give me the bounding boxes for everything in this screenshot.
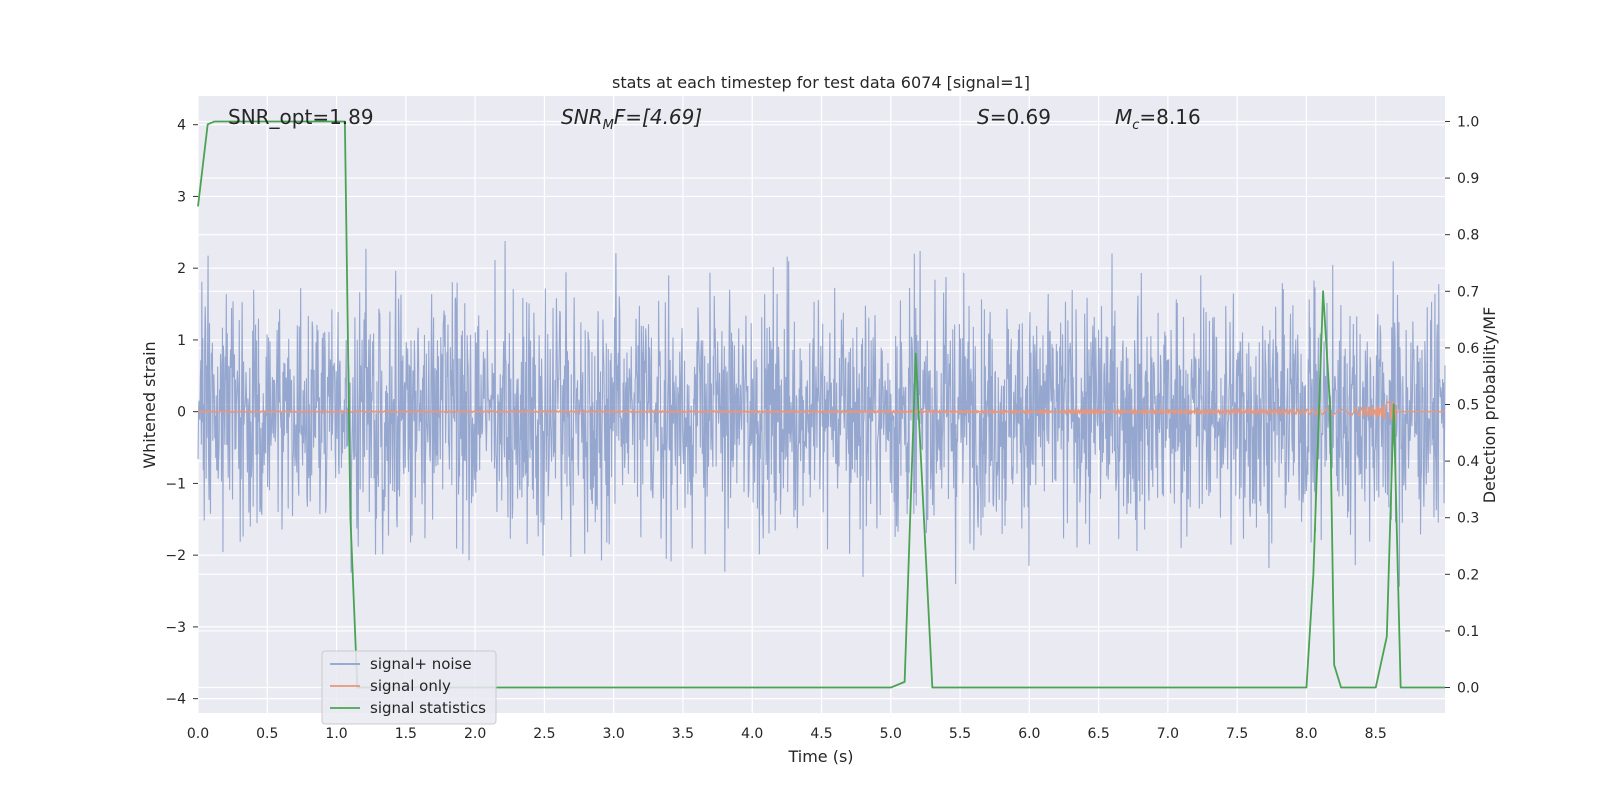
legend: signal+ noise signal only signal statist… (321, 650, 497, 725)
noise-line (197, 240, 1446, 587)
x-tick-label: 1.5 (395, 726, 417, 742)
y-tick-label-left: 1 (177, 333, 186, 349)
y-tick-label-left: 4 (177, 118, 186, 134)
y-axis-label-right: Detection probability/MF (1480, 307, 1499, 504)
x-tick-label: 5.5 (949, 726, 971, 742)
series-signal-statistics (197, 120, 1445, 689)
y-tick-label-left: −1 (165, 476, 186, 492)
x-tick-label: 4.5 (810, 726, 832, 742)
annotation-s: S=0.69 (977, 105, 1051, 129)
x-tick-label: 3.5 (672, 726, 694, 742)
x-tick-label: 2.0 (464, 726, 486, 742)
x-tick-label: 7.5 (1226, 726, 1248, 742)
y-tick-label-right: 0.8 (1457, 228, 1479, 244)
y-tick-label-right: 0.6 (1457, 341, 1479, 357)
y-axis-label-left: Whitened strain (140, 341, 159, 468)
y-tick-label-right: 0.7 (1457, 284, 1479, 300)
series-signal-only (197, 400, 1445, 427)
legend-box (321, 650, 497, 725)
series-signal-noise (197, 240, 1446, 587)
annotation-snr-opt: SNR_opt=1.89 (228, 105, 374, 129)
tick-labels: 0.0 0.5 1.0 1.5 2.0 2.5 3.0 3.5 4.0 4.5 5.0 5.5 6.0 6… (165, 114, 1479, 742)
y-tick-label-left: −2 (165, 548, 186, 564)
x-tick-label: 0.0 (187, 726, 209, 742)
x-tick-label: 8.0 (1295, 726, 1317, 742)
chart-title: stats at each timestep for test data 607… (612, 73, 1030, 92)
y-tick-label-left: −4 (165, 692, 186, 708)
x-tick-label: 1.0 (325, 726, 347, 742)
x-tick-label: 3.0 (603, 726, 625, 742)
y-tick-label-left: 0 (177, 405, 186, 421)
legend-label-signal: signal only (370, 677, 451, 695)
annotation-snr-mf: SNRMF=[4.69] (561, 105, 702, 133)
statistics-line (197, 120, 1445, 689)
annotation-mc: Mc=8.16 (1115, 105, 1201, 133)
y-tick-label-right: 0.2 (1457, 567, 1479, 583)
y-tick-label-right: 0.5 (1457, 398, 1479, 414)
x-tick-label: 0.5 (256, 726, 278, 742)
signal-only-line (197, 400, 1445, 427)
x-tick-label: 5.0 (880, 726, 902, 742)
y-tick-label-right: 0.1 (1457, 624, 1479, 640)
y-tick-label-right: 0.0 (1457, 681, 1479, 697)
y-tick-label-left: 2 (177, 261, 186, 277)
legend-label-noise: signal+ noise (370, 655, 472, 673)
y-tick-label-right: 0.3 (1457, 511, 1479, 527)
x-tick-label: 8.5 (1365, 726, 1387, 742)
y-tick-label-right: 0.9 (1457, 171, 1479, 187)
x-tick-label: 4.0 (741, 726, 763, 742)
x-tick-label: 6.0 (1018, 726, 1040, 742)
x-tick-label: 7.0 (1157, 726, 1179, 742)
y-tick-label-left: 3 (177, 189, 186, 205)
y-tick-label-right: 0.4 (1457, 454, 1479, 470)
y-tick-label-right: 1.0 (1457, 114, 1479, 130)
x-axis-label: Time (s) (787, 747, 853, 766)
x-tick-label: 6.5 (1087, 726, 1109, 742)
legend-label-stats: signal statistics (370, 699, 486, 717)
x-tick-label: 2.5 (533, 726, 555, 742)
y-tick-label-left: −3 (165, 620, 186, 636)
